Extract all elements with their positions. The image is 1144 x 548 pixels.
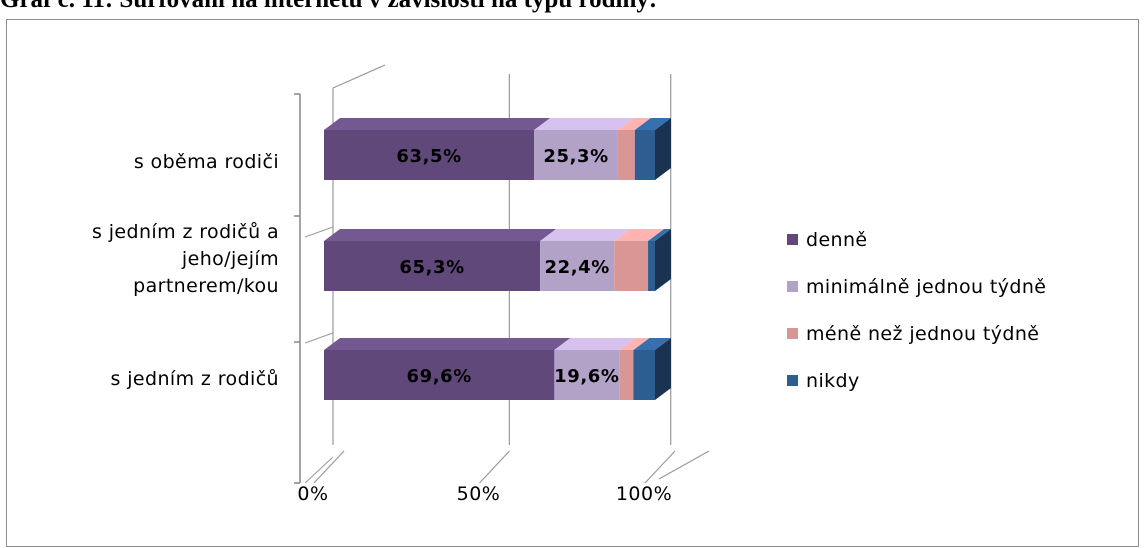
category-label: s oběma rodiči bbox=[134, 151, 279, 173]
bar-segment bbox=[534, 130, 618, 180]
data-label: 65,3% bbox=[399, 257, 464, 278]
legend-label: nikdy bbox=[806, 369, 860, 392]
bar-segment bbox=[554, 350, 620, 400]
bar-top-face bbox=[534, 118, 634, 130]
legend-swatch bbox=[787, 328, 798, 339]
chart-plot: 63,5% 25,3% 65,3% 22,4% 69,6% 19,6% s oběma ro… bbox=[92, 64, 710, 505]
data-label: 19,6% bbox=[554, 366, 619, 387]
category-label: partnerem/kou bbox=[133, 275, 279, 297]
floor-right-edge bbox=[658, 450, 710, 480]
bar-top-face bbox=[634, 118, 671, 130]
bar-top-face bbox=[619, 338, 650, 350]
floor-left-edge bbox=[304, 456, 334, 484]
bar-top-face bbox=[648, 229, 671, 241]
bar-top-face bbox=[554, 338, 636, 350]
legend-swatch bbox=[787, 375, 798, 386]
bar-top-face bbox=[614, 229, 665, 241]
floor-gridline bbox=[644, 450, 676, 484]
legend-swatch bbox=[787, 234, 798, 245]
side-wall-divider bbox=[304, 226, 334, 238]
legend-swatch bbox=[787, 281, 798, 292]
data-label: 63,5% bbox=[396, 146, 461, 167]
floor-gridline bbox=[479, 450, 510, 484]
bar-side-face bbox=[655, 118, 671, 180]
bar-top-face bbox=[324, 118, 551, 130]
bar-side-face bbox=[655, 229, 671, 291]
chart-legend: denně minimálně jednou týdně méně než jedn… bbox=[787, 216, 1046, 404]
x-tick-label: 0% bbox=[297, 483, 328, 505]
floor-gridline bbox=[313, 450, 345, 484]
bar-segment bbox=[648, 241, 655, 291]
data-label: 69,6% bbox=[406, 366, 471, 387]
category-label: s jedním z rodičů bbox=[111, 368, 280, 390]
bar-segment bbox=[324, 350, 555, 400]
bar-segment bbox=[540, 241, 615, 291]
bar-segment bbox=[617, 130, 635, 180]
data-label: 22,4% bbox=[544, 257, 609, 278]
bar-top-face bbox=[540, 229, 631, 241]
bar-top-face bbox=[324, 338, 571, 350]
data-label: 25,3% bbox=[543, 146, 608, 167]
bar-top-face bbox=[633, 338, 671, 350]
side-wall-top-edge bbox=[332, 64, 386, 89]
legend-item: nikdy bbox=[787, 357, 1046, 404]
page-title: Graf č. 11: Surfování na internetu v záv… bbox=[0, 0, 657, 14]
legend-item: méně než jednou týdně bbox=[787, 310, 1046, 357]
bar-segment bbox=[634, 130, 655, 180]
legend-item: denně bbox=[787, 216, 1046, 263]
bar-top-face bbox=[324, 229, 557, 241]
chart-frame: 63,5% 25,3% 65,3% 22,4% 69,6% 19,6% s oběma ro… bbox=[6, 19, 1139, 547]
bar-segment bbox=[324, 241, 541, 291]
category-label: s jedním z rodičů a bbox=[92, 221, 279, 243]
bar-segment bbox=[324, 130, 535, 180]
bar-segment bbox=[633, 350, 655, 400]
legend-label: méně než jednou týdně bbox=[806, 322, 1040, 345]
bar-side-face bbox=[655, 338, 671, 400]
x-tick-label: 50% bbox=[457, 483, 501, 505]
x-tick-label: 100% bbox=[616, 483, 672, 505]
bar-top-face bbox=[617, 118, 651, 130]
legend-label: minimálně jednou týdně bbox=[806, 275, 1047, 298]
side-wall-divider bbox=[304, 332, 334, 344]
bar-segment bbox=[619, 350, 634, 400]
legend-item: minimálně jednou týdně bbox=[787, 263, 1046, 310]
bar-segment bbox=[614, 241, 649, 291]
category-label: jeho/jejím bbox=[181, 248, 279, 270]
legend-label: denně bbox=[806, 228, 868, 251]
